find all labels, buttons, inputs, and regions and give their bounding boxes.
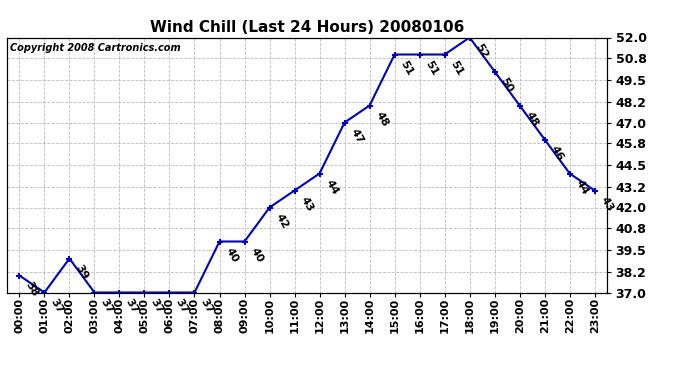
Text: 39: 39	[74, 262, 90, 281]
Title: Wind Chill (Last 24 Hours) 20080106: Wind Chill (Last 24 Hours) 20080106	[150, 20, 464, 35]
Text: 51: 51	[448, 58, 465, 77]
Text: 48: 48	[374, 110, 391, 128]
Text: 40: 40	[248, 246, 265, 264]
Text: 52: 52	[474, 42, 490, 60]
Text: 50: 50	[499, 76, 515, 94]
Text: 37: 37	[148, 297, 165, 315]
Text: 46: 46	[549, 144, 565, 162]
Text: 51: 51	[399, 58, 415, 77]
Text: 44: 44	[324, 178, 340, 196]
Text: 51: 51	[424, 58, 440, 77]
Text: 43: 43	[599, 195, 615, 213]
Text: 42: 42	[274, 211, 290, 230]
Text: 37: 37	[199, 297, 215, 315]
Text: 37: 37	[99, 297, 115, 315]
Text: 37: 37	[48, 297, 65, 315]
Text: 48: 48	[524, 110, 540, 128]
Text: 44: 44	[574, 178, 591, 196]
Text: 40: 40	[224, 246, 240, 264]
Text: Copyright 2008 Cartronics.com: Copyright 2008 Cartronics.com	[10, 43, 181, 52]
Text: 37: 37	[174, 297, 190, 315]
Text: 38: 38	[23, 280, 40, 298]
Text: 43: 43	[299, 195, 315, 213]
Text: 47: 47	[348, 127, 365, 145]
Text: 37: 37	[124, 297, 140, 315]
